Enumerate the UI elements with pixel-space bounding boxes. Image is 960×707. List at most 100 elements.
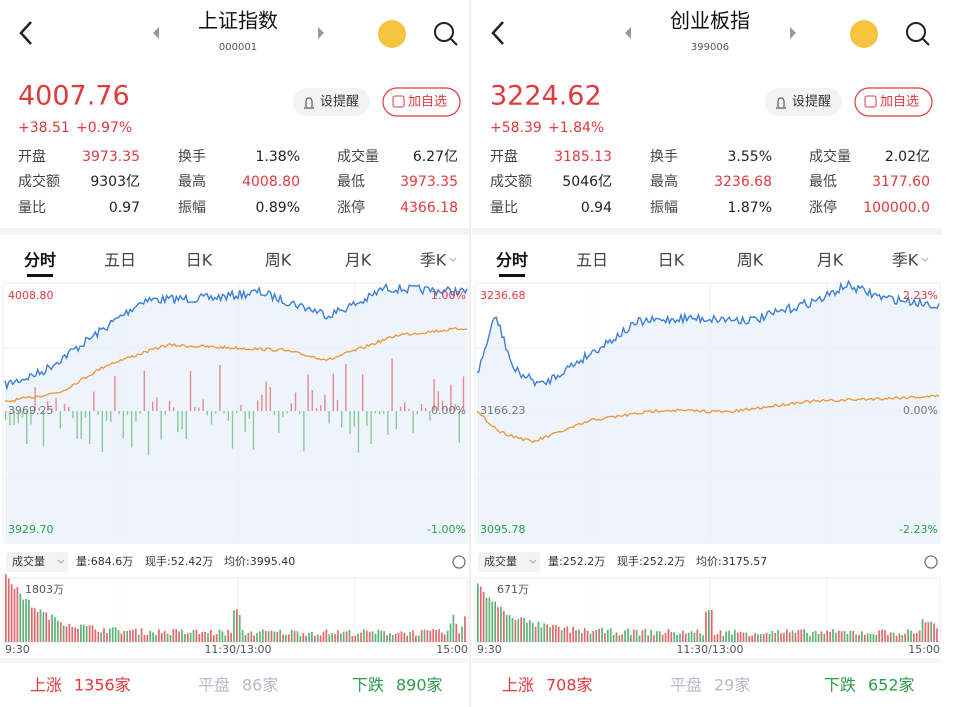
volume-bar [511, 618, 514, 642]
volume-bar [745, 632, 748, 642]
volume-bar [679, 633, 681, 642]
volume-bar [313, 635, 316, 642]
volume-bar [103, 628, 105, 642]
volume-bar [30, 607, 33, 642]
prev-arrow[interactable] [153, 27, 159, 39]
volume-bar [722, 635, 725, 642]
search-icon[interactable] [906, 22, 926, 42]
axis-high-pct: 2.23% [903, 289, 938, 302]
tick-volume-bar [248, 411, 250, 419]
tab-chevron [921, 257, 929, 262]
tab[interactable]: 季K [892, 251, 919, 270]
stat-label: 成交量 [809, 148, 851, 165]
volume-bar [360, 632, 362, 642]
volume-bar [71, 626, 74, 642]
volume-bar [754, 633, 756, 642]
watchlist-label: 加自选 [880, 95, 919, 110]
tab[interactable]: 分时 [24, 251, 56, 270]
volume-bar [296, 631, 299, 642]
volume-bar [383, 631, 385, 642]
next-arrow[interactable] [318, 27, 324, 39]
volume-bar [543, 623, 546, 642]
breadth-label: 上涨 [502, 676, 534, 695]
tick-volume-bar [168, 400, 171, 411]
tick-volume-bar [198, 407, 200, 411]
tab[interactable]: 季K [420, 251, 447, 270]
tab[interactable]: 五日 [576, 251, 608, 270]
volume-bar [42, 612, 45, 642]
volume-bar [417, 635, 420, 642]
back-button[interactable] [491, 21, 504, 45]
next-arrow[interactable] [790, 27, 796, 39]
remind-button[interactable] [293, 88, 370, 116]
watchlist-button[interactable] [854, 87, 933, 117]
tab[interactable]: 五日 [104, 251, 136, 270]
axis-low: 3929.70 [8, 523, 54, 536]
remind-button[interactable] [765, 88, 842, 116]
search-icon[interactable] [434, 22, 454, 42]
volume-bar [227, 629, 230, 642]
volume-selector[interactable] [6, 552, 68, 572]
tick-volume-bar [206, 411, 208, 416]
tab[interactable]: 周K [737, 251, 764, 270]
volume-bar [259, 631, 261, 642]
watchlist-button[interactable] [382, 87, 461, 117]
volume-max: 1803万 [25, 583, 64, 596]
volume-bar [210, 629, 212, 642]
volume-bar [160, 633, 163, 642]
volume-bar [389, 633, 391, 642]
tick-volume-bar [223, 411, 225, 414]
volume-bar [163, 631, 166, 642]
volume-bar [256, 632, 258, 642]
price-area [5, 284, 467, 543]
volume-bar [207, 633, 209, 642]
volume-bar [371, 631, 374, 642]
volume-bar [316, 634, 319, 642]
volume-bar [77, 628, 79, 642]
tick-volume-bar [110, 411, 112, 423]
volume-selector[interactable] [478, 552, 540, 572]
volume-bar [267, 631, 270, 642]
avg-line [476, 394, 940, 444]
volume-bar [22, 599, 25, 642]
volume-bar [540, 627, 543, 642]
volume-bar [889, 632, 892, 642]
tick-volume-bar [391, 358, 393, 411]
settings-icon[interactable] [452, 555, 466, 569]
volume-bar [601, 627, 603, 642]
tab[interactable]: 周K [265, 251, 292, 270]
tick-volume-bar [126, 411, 129, 415]
tick-volume-bar [55, 398, 57, 411]
volume-bar [464, 616, 466, 642]
mascot-icon[interactable] [850, 20, 878, 48]
tick-volume-bar [143, 370, 145, 411]
plus-icon [392, 95, 405, 108]
volume-bar [412, 630, 414, 642]
mascot-icon[interactable] [378, 20, 406, 48]
tab[interactable]: 月K [345, 251, 372, 270]
volume-bar [342, 631, 345, 642]
volume-bar [186, 633, 189, 642]
volume-bar [612, 634, 615, 642]
volume-bar [458, 633, 461, 642]
tick-volume-bar [349, 411, 351, 434]
tab[interactable]: 日K [658, 251, 685, 270]
volume-bar [82, 624, 85, 642]
tab[interactable]: 月K [817, 251, 844, 270]
volume-bar [837, 630, 840, 642]
volume-bar [386, 635, 388, 642]
breadth-label: 平盘 [198, 676, 230, 695]
stat-value: 2.02亿 [885, 149, 930, 165]
settings-icon[interactable] [924, 555, 938, 569]
prev-arrow[interactable] [625, 27, 631, 39]
back-button[interactable] [19, 21, 32, 45]
volume-bar [114, 627, 117, 642]
volume-selector-label: 成交量 [484, 554, 517, 568]
volume-bar [432, 629, 435, 642]
breadth-label: 下跌 [352, 676, 384, 695]
volume-bar [264, 630, 267, 642]
tab[interactable]: 日K [186, 251, 213, 270]
volume-avg: 均价:3175.57 [696, 555, 767, 568]
tab[interactable]: 分时 [496, 251, 528, 270]
